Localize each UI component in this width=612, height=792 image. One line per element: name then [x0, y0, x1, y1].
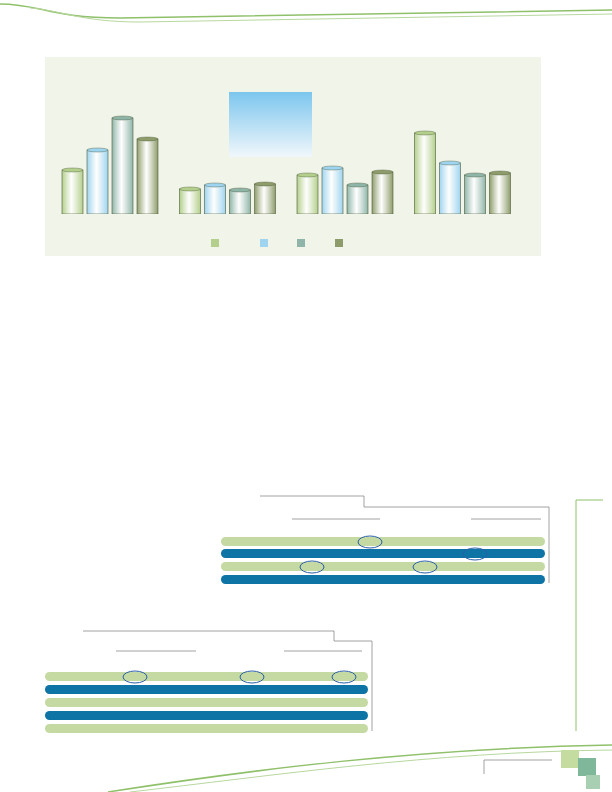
table-header-rule	[292, 519, 541, 520]
table-row	[221, 575, 545, 584]
footer-square	[586, 775, 600, 789]
table-row	[45, 711, 368, 720]
bar	[137, 139, 158, 214]
bar	[347, 185, 368, 214]
bar	[180, 189, 201, 214]
highlight-oval	[463, 548, 487, 560]
title-box	[229, 92, 312, 157]
table-row	[221, 562, 545, 571]
highlight-oval	[300, 561, 324, 573]
bar	[230, 190, 251, 214]
table-row	[45, 672, 368, 681]
footer-curve	[130, 750, 612, 792]
bar	[490, 173, 511, 214]
bar	[205, 185, 226, 214]
bar-cap	[230, 188, 251, 192]
bar-cap	[87, 148, 108, 152]
bar	[112, 118, 133, 214]
sidebar-rule	[576, 500, 603, 731]
bar	[87, 150, 108, 214]
page-svg	[0, 0, 612, 792]
table-row	[45, 685, 368, 694]
table-header-rule	[116, 651, 362, 652]
page	[0, 0, 612, 792]
legend-swatch	[335, 239, 343, 247]
bar-cap	[205, 183, 226, 187]
bar	[415, 133, 436, 214]
bar-cap	[180, 187, 201, 191]
bar-cap	[297, 173, 318, 177]
bar-cap	[347, 183, 368, 187]
bar	[297, 175, 318, 214]
bar-cap	[255, 182, 276, 186]
legend-swatch	[297, 239, 305, 247]
bar-cap	[322, 166, 343, 170]
chart-panel	[45, 57, 541, 256]
highlight-oval	[240, 671, 264, 683]
footer-rule	[484, 760, 552, 774]
bar	[465, 175, 486, 214]
footer-square	[578, 758, 596, 776]
bar	[440, 163, 461, 214]
bar-cap	[465, 173, 486, 177]
highlight-oval	[123, 671, 147, 683]
bar-cap	[137, 137, 158, 141]
bar-cap	[112, 116, 133, 120]
bar	[62, 170, 83, 214]
table-row	[221, 537, 545, 546]
table-row	[45, 724, 368, 733]
bar	[322, 168, 343, 214]
footer-square	[561, 750, 579, 768]
bar-cap	[440, 161, 461, 165]
legend-swatch	[211, 239, 219, 247]
highlight-oval	[332, 671, 356, 683]
bar-cap	[415, 131, 436, 135]
bar	[255, 184, 276, 214]
bar-cap	[372, 170, 393, 174]
header-curve	[30, 8, 612, 22]
bar-cap	[490, 171, 511, 175]
bar	[372, 172, 393, 214]
bar-cap	[62, 168, 83, 172]
table-row	[45, 698, 368, 707]
legend-swatch	[260, 239, 268, 247]
highlight-oval	[413, 561, 437, 573]
footer-curve	[108, 745, 612, 792]
highlight-oval	[358, 536, 382, 548]
bars	[62, 116, 511, 214]
table-row	[221, 549, 545, 558]
